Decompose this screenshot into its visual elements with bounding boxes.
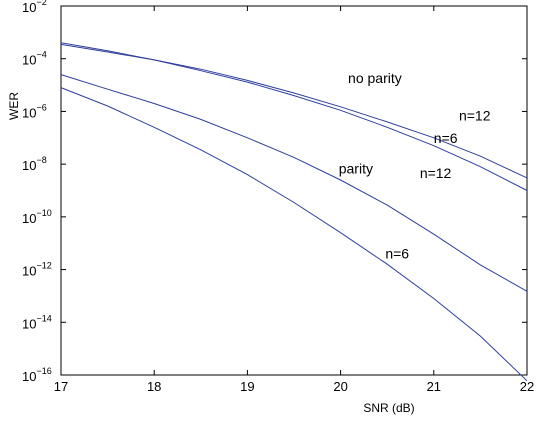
x-ticks: 17 18 19 20 21 22 [54, 6, 534, 394]
y-tick-label: 10−8 [22, 155, 47, 173]
y-axis-label: WER [7, 92, 21, 120]
x-tick-label: 17 [54, 379, 68, 394]
series-line-3 [60, 74, 528, 292]
series-layer [60, 42, 528, 382]
y-tick-label: 10−16 [22, 366, 52, 384]
x-axis-label: SNR (dB) [363, 401, 414, 415]
annotation-4: parity [339, 160, 373, 176]
annotation-1: no parity [348, 70, 402, 86]
y-tick-label: 10−14 [22, 313, 52, 331]
annotation-5: n=12 [420, 165, 452, 181]
annotation-3: n=6 [434, 130, 458, 146]
x-tick-label: 22 [520, 379, 534, 394]
plot-area [60, 5, 528, 376]
y-tick-label: 10−6 [22, 102, 47, 120]
y-tick-label: 10−4 [22, 50, 47, 68]
x-tick-label: 21 [427, 379, 441, 394]
annotation-6: n=6 [385, 246, 409, 262]
x-tick-label: 19 [240, 379, 254, 394]
y-tick-label: 10−10 [22, 208, 52, 226]
x-tick-label: 20 [333, 379, 347, 394]
x-tick-label: 18 [147, 379, 161, 394]
annotation-2: n=12 [459, 107, 491, 123]
series-line-2 [60, 43, 528, 191]
y-tick-label: 10−12 [22, 261, 52, 279]
series-line-4 [60, 87, 528, 382]
y-tick-label: 10−2 [22, 0, 47, 15]
